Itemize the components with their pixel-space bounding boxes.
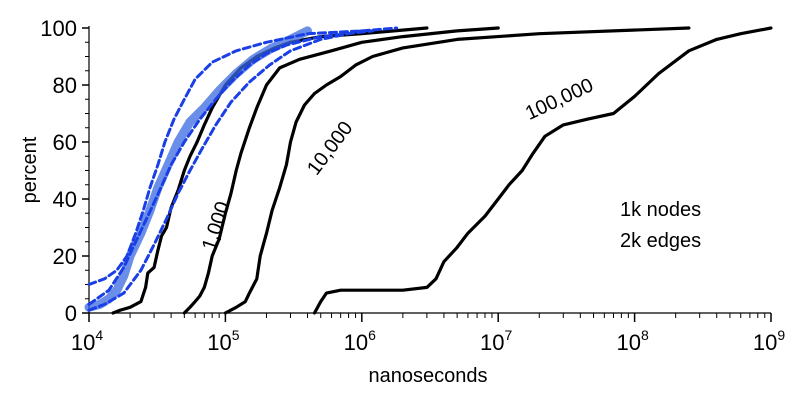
series-line-unlabeled-1 [182, 26, 500, 315]
x-tick-label: 109 [753, 327, 785, 355]
annotation-nodes: 1k nodes [620, 199, 701, 221]
series-label: 100,000 [522, 74, 597, 124]
series-layer [84, 26, 773, 315]
x-tick-label: 106 [344, 327, 376, 355]
y-tick-label: 0 [65, 301, 77, 326]
x-tick-label: 108 [616, 327, 648, 355]
series-line-blue-dashed [87, 29, 364, 312]
x-tick-label: 105 [207, 327, 239, 355]
y-tick-label: 80 [53, 73, 77, 98]
y-tick-label: 20 [53, 244, 77, 269]
annotation-edges: 2k edges [620, 230, 701, 252]
y-axis-label: percent [19, 136, 41, 203]
x-tick-label: 107 [480, 327, 512, 355]
series-line-10000 [223, 26, 691, 315]
x-tick-label: 104 [71, 327, 103, 355]
axis-ticks: 0 20 40 60 80 100 104 105 106 107 108 109 [40, 16, 785, 355]
y-tick-label: 60 [53, 130, 77, 155]
x-axis-label: nanoseconds [369, 365, 488, 387]
y-tick-label: 40 [53, 187, 77, 212]
series-line-100000 [312, 26, 773, 315]
series-line-blue-dashed [87, 26, 399, 286]
series-line-1000 [111, 26, 429, 315]
y-tick-label: 100 [40, 16, 77, 41]
series-line-blue-dashed [87, 29, 375, 306]
series-line-blue-thick [84, 26, 312, 312]
series-label: 10,000 [303, 117, 357, 179]
series-label: 1,000 [198, 199, 234, 253]
plot-area [88, 26, 771, 314]
